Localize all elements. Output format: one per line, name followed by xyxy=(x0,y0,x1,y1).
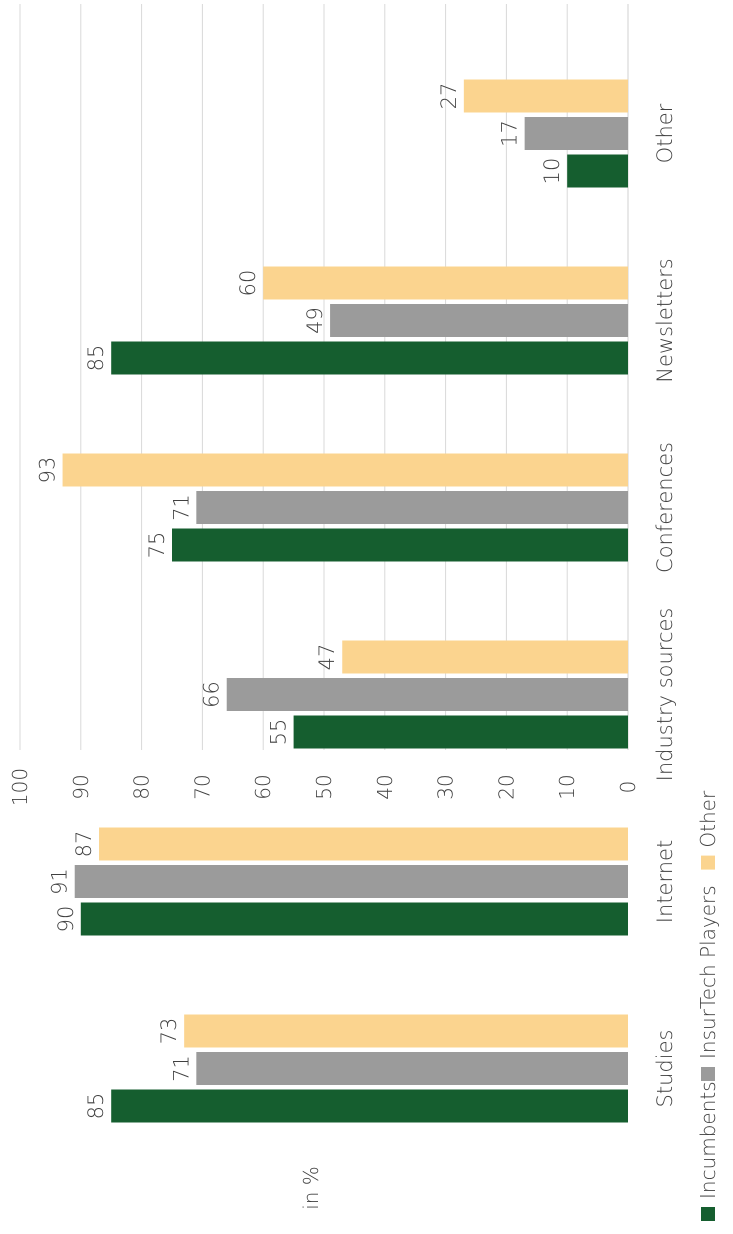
data-label: 85 xyxy=(84,345,108,372)
bar-other xyxy=(463,79,628,113)
tick-label: 10 xyxy=(555,774,579,799)
gridlines xyxy=(19,4,629,750)
legend-label: Incumbents xyxy=(696,1081,720,1199)
legend-label: Other xyxy=(696,790,720,848)
bar-incumbents xyxy=(172,528,628,562)
tick-label: 50 xyxy=(312,774,336,799)
legend-swatch xyxy=(701,855,715,870)
data-label: 73 xyxy=(157,1018,181,1045)
category-label: Newsletters xyxy=(653,258,677,382)
bar-insurtech-players xyxy=(196,491,628,524)
data-label: 55 xyxy=(267,719,291,746)
tick-label: 20 xyxy=(494,774,518,799)
category-label: Industry sources xyxy=(653,608,677,782)
data-label: 91 xyxy=(48,868,72,895)
tick-label: 40 xyxy=(373,774,397,799)
data-label: 49 xyxy=(303,307,327,334)
data-label: 47 xyxy=(315,644,339,671)
bars xyxy=(62,79,629,1123)
bar-incumbents xyxy=(111,341,628,375)
tick-label: 60 xyxy=(251,774,275,799)
tick-label: 70 xyxy=(190,774,214,799)
legend-swatch xyxy=(701,1067,715,1081)
category-label: Other xyxy=(653,103,677,163)
value-tick-labels: 0 10 20 30 40 50 60 70 80 90 100 xyxy=(8,768,640,806)
data-label: 27 xyxy=(437,83,461,110)
data-label: 71 xyxy=(169,1055,193,1082)
bar-incumbents xyxy=(80,902,629,936)
tick-label: 100 xyxy=(8,768,32,806)
bar-incumbents xyxy=(293,715,628,749)
data-label: 10 xyxy=(540,158,564,185)
data-label: 87 xyxy=(72,831,96,858)
legend: Incumbents InsurTech Players Other xyxy=(696,790,720,1221)
bar-other xyxy=(263,266,628,300)
data-label: 85 xyxy=(84,1093,108,1120)
bar-insurtech-players xyxy=(74,865,629,898)
bar-other xyxy=(62,453,629,487)
bar-other xyxy=(184,1014,628,1048)
bar-incumbents xyxy=(111,1089,628,1123)
bar-insurtech-players xyxy=(330,304,628,337)
bar-insurtech-players xyxy=(196,1052,628,1085)
tick-label: 90 xyxy=(69,774,93,799)
bar-incumbents xyxy=(567,154,628,188)
bar-insurtech-players xyxy=(226,678,628,711)
tick-label: 80 xyxy=(130,774,154,799)
bar-other xyxy=(342,640,628,674)
data-label: 93 xyxy=(36,457,60,484)
category-labels: Studies Internet Industry sources Conferenc… xyxy=(653,103,677,1107)
legend-swatch xyxy=(701,1207,715,1221)
value-axis-title: in % xyxy=(299,1166,323,1210)
data-label: 66 xyxy=(200,681,224,708)
category-label: Internet xyxy=(653,840,677,923)
bar-insurtech-players xyxy=(524,117,628,150)
legend-label: InsurTech Players xyxy=(696,885,720,1059)
data-label: 60 xyxy=(236,270,260,297)
category-label: Conferences xyxy=(653,442,677,573)
category-label: Studies xyxy=(653,1030,677,1108)
data-label: 17 xyxy=(498,120,522,147)
tick-label: 30 xyxy=(434,774,458,799)
data-label: 75 xyxy=(145,532,169,559)
data-label: 90 xyxy=(54,906,78,933)
tick-label: 0 xyxy=(616,781,640,794)
bar-other xyxy=(99,827,629,861)
data-label: 71 xyxy=(169,494,193,521)
